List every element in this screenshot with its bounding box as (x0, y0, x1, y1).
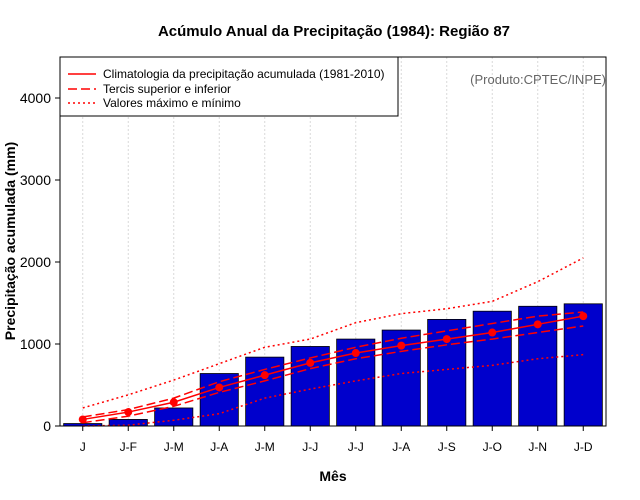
series-point (260, 371, 269, 380)
series-point (169, 398, 178, 407)
bar (245, 356, 285, 427)
series-point (78, 415, 87, 424)
product-credit: (Produto:CPTEC/INPE) (470, 72, 606, 87)
x-tick-label: J-S (438, 440, 456, 454)
series-point (533, 320, 542, 329)
series-point (215, 383, 224, 392)
legend: Climatologia da precipitação acumulada (… (59, 56, 399, 117)
x-tick-label: J-N (528, 440, 547, 454)
series-line (82, 311, 584, 418)
x-tick-label: J-J (348, 440, 364, 454)
bar (199, 373, 239, 427)
bar (472, 310, 512, 427)
series-point (306, 358, 315, 367)
x-tick-label: J-M (164, 440, 184, 454)
y-tick-label: 2000 (20, 254, 51, 270)
series-line (82, 315, 584, 421)
bar (154, 407, 194, 427)
series-point (488, 328, 497, 337)
legend-label-extremes: Valores máximo e mínimo (103, 96, 241, 110)
x-tick-label: J-O (483, 440, 502, 454)
line-series (78, 257, 588, 427)
legend-box (59, 56, 399, 117)
y-tick-label: 4000 (20, 90, 51, 106)
bar (563, 303, 603, 427)
series-point (397, 341, 406, 350)
x-tick-label: J-A (392, 440, 410, 454)
legend-label-terciles: Tercis superior e inferior (103, 82, 231, 96)
x-axis-label: Mês (319, 468, 346, 484)
y-axis-label: Precipitação acumulada (mm) (2, 142, 18, 340)
x-tick-label: J-M (255, 440, 275, 454)
x-tick-label: J (80, 440, 86, 454)
series-point (351, 349, 360, 358)
x-tick-label: J-J (302, 440, 318, 454)
y-tick-label: 1000 (20, 336, 51, 352)
series-point (579, 312, 588, 321)
y-axis: 0 1000 2000 3000 4000 (20, 90, 60, 434)
grid-lines (82, 57, 584, 426)
legend-label-climatology: Climatologia da precipitação acumulada (… (103, 67, 385, 81)
bar-series (63, 303, 603, 427)
y-tick-label: 0 (43, 418, 51, 434)
y-tick-label: 3000 (20, 172, 51, 188)
x-axis: J J-F J-M J-A J-M J-J J-J J-A J-S J-O J-N J-D (80, 426, 593, 454)
series-line (82, 325, 584, 424)
x-tick-label: J-D (574, 440, 593, 454)
chart-title: Acúmulo Anual da Precipitação (1984): Re… (158, 23, 510, 40)
x-tick-label: J-A (210, 440, 228, 454)
x-tick-label: J-F (120, 440, 137, 454)
series-point (442, 335, 451, 344)
